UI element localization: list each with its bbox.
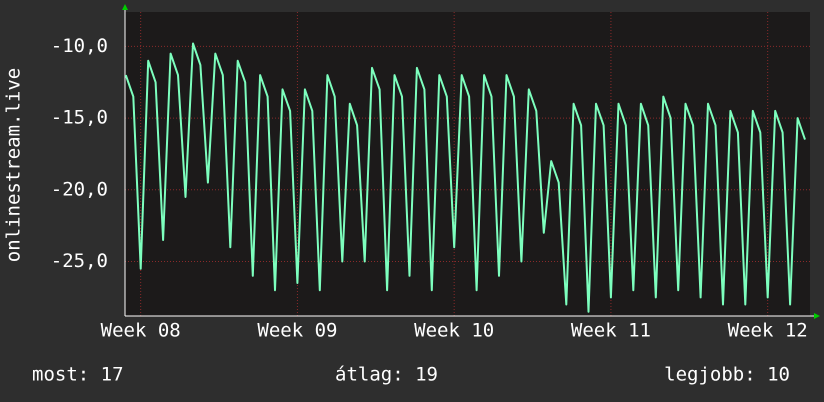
- data-line: [124, 42, 806, 313]
- stat-average: átlag: 19: [335, 364, 438, 386]
- y-tick-label: -20,0: [51, 178, 108, 200]
- x-tick-label: Week 12: [728, 320, 808, 342]
- x-tick-label: Week 08: [101, 320, 181, 342]
- y-axis-arrow: [122, 4, 128, 10]
- plot-layer: -10,0 -15,0 -20,0 -25,0 Week 08 Week 09 Week 1…: [51, 4, 820, 342]
- stat-current: most: 17: [32, 364, 124, 386]
- x-tick-label: Week 09: [257, 320, 337, 342]
- y-tick-label: -10,0: [51, 35, 108, 57]
- y-axis-label: onlinestream.live: [3, 68, 25, 262]
- y-tick-label: -25,0: [51, 250, 108, 272]
- plot-area: [125, 12, 810, 316]
- stat-best: legjobb: 10: [664, 364, 790, 386]
- x-axis-arrow: [814, 313, 820, 319]
- x-tick-label: Week 10: [414, 320, 494, 342]
- y-tick-label: -15,0: [51, 107, 108, 129]
- x-tick-label: Week 11: [571, 320, 651, 342]
